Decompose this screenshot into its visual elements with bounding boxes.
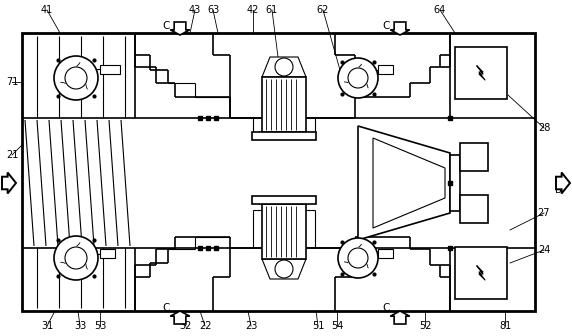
Bar [252, 132, 316, 140]
Text: 28: 28 [538, 123, 550, 133]
Circle shape [65, 247, 87, 269]
Polygon shape [2, 172, 16, 194]
Text: 71: 71 [6, 77, 18, 87]
Circle shape [54, 236, 98, 280]
Polygon shape [358, 126, 450, 240]
Text: 64: 64 [434, 5, 446, 15]
Text: 24: 24 [538, 245, 550, 255]
Text: B: B [555, 185, 561, 195]
Text: 31: 31 [41, 321, 53, 331]
Text: C: C [382, 303, 390, 313]
Text: 63: 63 [207, 5, 219, 15]
Text: 21: 21 [6, 150, 18, 160]
Text: 53: 53 [94, 321, 106, 331]
Circle shape [65, 67, 87, 89]
Bar [252, 196, 316, 204]
Polygon shape [262, 259, 306, 279]
Circle shape [348, 68, 368, 88]
Bar [378, 65, 393, 74]
Text: 62: 62 [317, 5, 329, 15]
Bar [100, 65, 120, 74]
Text: 61: 61 [266, 5, 278, 15]
Text: C: C [162, 21, 170, 31]
Text: 27: 27 [538, 208, 550, 218]
Bar [100, 249, 115, 258]
Bar [460, 143, 488, 171]
Polygon shape [170, 311, 190, 324]
Text: 42: 42 [247, 5, 259, 15]
Bar [460, 195, 488, 223]
Bar [455, 247, 507, 299]
Text: 23: 23 [245, 321, 257, 331]
Text: 54: 54 [331, 321, 343, 331]
Text: 81: 81 [499, 321, 511, 331]
Text: 41: 41 [41, 5, 53, 15]
Bar [262, 204, 306, 259]
Text: 33: 33 [74, 321, 86, 331]
Text: 22: 22 [198, 321, 211, 331]
Polygon shape [373, 138, 445, 228]
Circle shape [338, 58, 378, 98]
Text: B: B [554, 180, 562, 190]
Polygon shape [390, 22, 410, 35]
Text: 43: 43 [189, 5, 201, 15]
Bar [455, 47, 507, 99]
Text: 51: 51 [312, 321, 324, 331]
Text: C: C [162, 303, 170, 313]
Bar [378, 249, 393, 258]
Polygon shape [262, 57, 306, 77]
Circle shape [338, 238, 378, 278]
Bar [22, 33, 535, 311]
Polygon shape [556, 172, 570, 194]
Text: A: A [2, 180, 9, 190]
Circle shape [275, 58, 293, 76]
Text: 52: 52 [419, 321, 431, 331]
Text: A: A [2, 180, 9, 190]
Polygon shape [390, 311, 410, 324]
Bar [450, 155, 460, 211]
Polygon shape [170, 22, 190, 35]
Circle shape [348, 248, 368, 268]
Text: C: C [382, 21, 390, 31]
Circle shape [275, 260, 293, 278]
Text: 32: 32 [180, 321, 192, 331]
Bar [262, 77, 306, 132]
Circle shape [54, 56, 98, 100]
